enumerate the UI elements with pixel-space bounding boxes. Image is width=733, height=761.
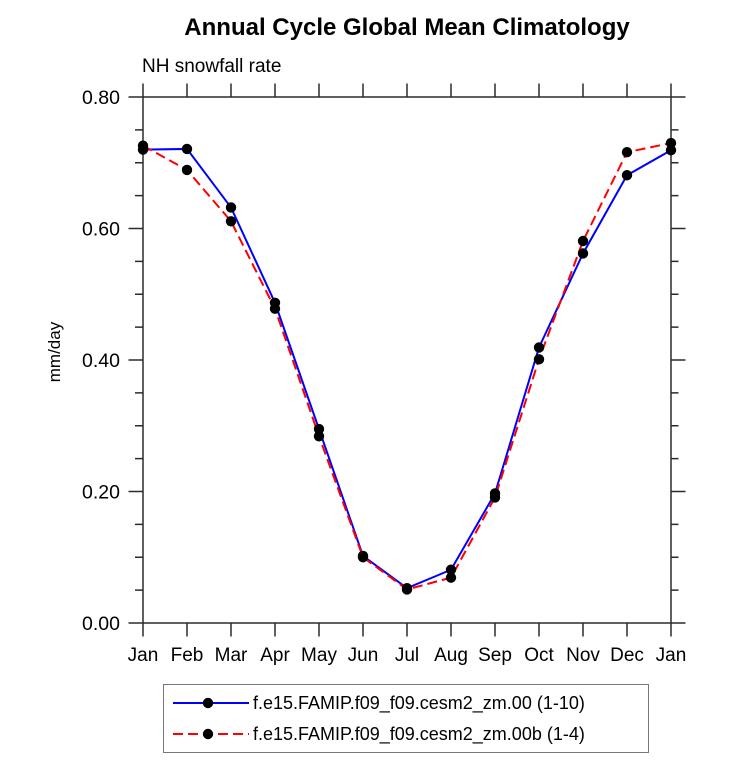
y-axis-tick-label: 0.00 [82,613,120,635]
legend-label-0: f.e15.FAMIP.f09_f09.cesm2_zm.00 (1-10) [253,692,585,713]
data-point-marker-series-0 [665,145,677,156]
x-axis-tick-label: Nov [566,645,600,666]
x-axis-tick-label: Aug [434,645,468,666]
x-axis-tick-label: Sep [478,645,512,666]
legend-row-0: f.e15.FAMIP.f09_f09.cesm2_zm.00 (1-10) [171,688,648,719]
data-point-marker-series-0 [225,202,237,213]
data-point-marker-series-1 [489,492,501,503]
data-point-marker-series-1 [357,552,369,563]
legend-line-sample-dashed [173,728,249,740]
chart-title: Annual Cycle Global Mean Climatology [184,14,630,41]
data-point-marker-series-1 [445,572,457,583]
data-point-marker-series-1 [269,303,281,314]
x-axis-tick-label: Oct [524,645,554,666]
y-axis-tick-label: 0.20 [82,482,120,504]
data-point-marker-series-1 [225,216,237,227]
x-axis-tick-label: Jan [128,645,159,666]
axis-frame [142,96,672,624]
series-line-0 [142,147,672,590]
data-point-marker-series-0 [621,170,633,181]
data-point-marker-series-1 [181,164,193,176]
data-point-marker-series-1 [665,137,677,149]
data-point-marker-series-0 [181,143,193,155]
legend-marker-dot [202,697,214,709]
chart-legend: f.e15.FAMIP.f09_f09.cesm2_zm.00 (1-10) f.… [163,684,649,753]
x-axis-tick-label: Jul [395,645,419,666]
data-point-marker-series-0 [577,248,589,259]
chart-subtitle: NH snowfall rate [142,56,282,77]
legend-row-1: f.e15.FAMIP.f09_f09.cesm2_zm.00b (1-4) [171,719,648,750]
x-axis-tick-label: Feb [171,645,204,666]
data-point-marker-series-1 [137,140,149,151]
series-line-1 [142,142,672,591]
y-axis-tick-label: 0.40 [82,350,120,372]
data-point-marker-series-1 [621,147,633,158]
x-axis-tick-label: Mar [215,645,248,666]
y-axis-tick-label: 0.80 [82,87,120,109]
data-point-marker-series-1 [313,431,325,442]
data-point-marker-series-0 [533,342,545,353]
x-axis-tick-label: Jun [348,645,379,666]
data-point-marker-series-1 [577,235,589,247]
legend-marker-dot [202,728,214,740]
x-axis-tick-label: Apr [260,645,290,666]
legend-line-sample-solid [173,697,249,709]
data-point-marker-series-1 [401,584,413,595]
x-axis-tick-label: May [301,645,337,666]
legend-label-1: f.e15.FAMIP.f09_f09.cesm2_zm.00b (1-4) [253,723,585,744]
data-point-marker-series-0 [445,564,457,575]
y-axis-tick-label: 0.60 [82,219,120,241]
x-axis-tick-label: Jan [656,645,687,666]
data-point-marker-series-1 [533,354,545,365]
data-point-marker-series-0 [313,423,325,435]
x-axis-tick-label: Dec [610,645,644,666]
